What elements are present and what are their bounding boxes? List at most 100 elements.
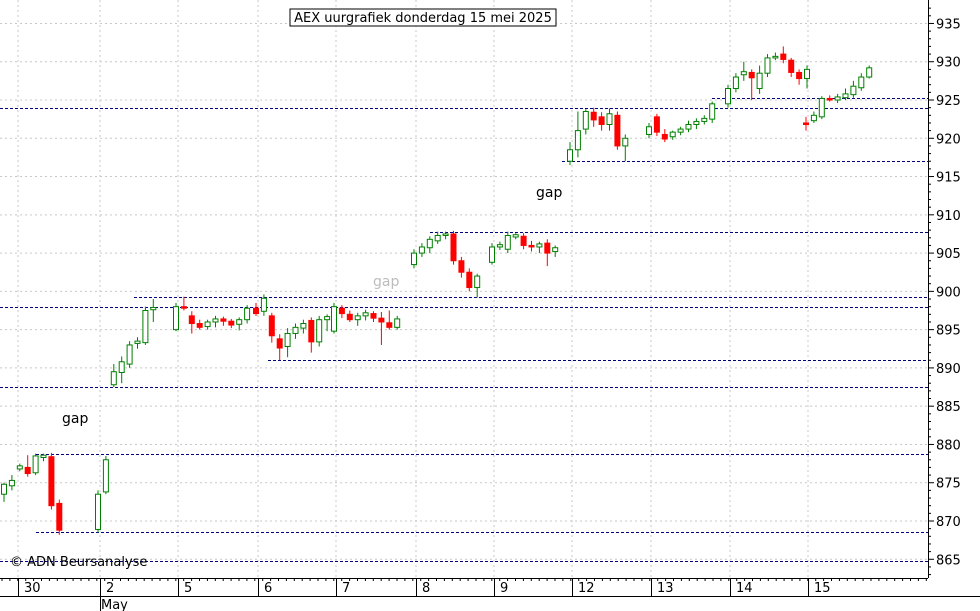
candle-body	[378, 317, 385, 323]
candle	[386, 310, 393, 330]
candle	[110, 364, 117, 388]
candle-body	[489, 246, 495, 263]
candle	[474, 273, 481, 298]
candle-body	[606, 113, 613, 125]
candle-body	[536, 243, 543, 248]
candle	[512, 233, 519, 240]
candle	[788, 57, 795, 78]
candle-body	[693, 120, 700, 125]
candle	[260, 294, 267, 316]
candle	[354, 312, 361, 326]
candle	[450, 230, 457, 265]
candle-body	[496, 244, 503, 248]
candle	[685, 120, 692, 133]
candle	[220, 316, 227, 326]
candle-body	[725, 88, 731, 105]
candle-body	[434, 234, 441, 242]
candle-body	[24, 466, 31, 475]
candle	[338, 305, 345, 319]
candle	[228, 318, 235, 329]
candle	[126, 341, 133, 368]
candle-body	[236, 319, 243, 325]
candle-body	[567, 149, 573, 162]
candle-body	[56, 502, 63, 531]
candle	[489, 243, 495, 265]
candle	[536, 241, 543, 254]
candle-body	[316, 319, 323, 343]
candle	[466, 268, 473, 292]
y-tick-label: 935	[936, 17, 961, 32]
gap-annotation: gap	[62, 411, 88, 427]
candle-body	[646, 126, 652, 135]
candle	[346, 310, 353, 322]
candle-body	[614, 114, 621, 147]
candle-body	[450, 233, 457, 262]
candle	[772, 52, 779, 61]
candle-body	[598, 116, 605, 125]
candle	[826, 95, 833, 102]
candle	[748, 69, 755, 100]
candle-body	[331, 306, 337, 332]
candle	[8, 475, 15, 491]
candle-body	[528, 244, 535, 248]
candle	[850, 80, 857, 98]
candle-body	[866, 67, 873, 78]
candle-body	[268, 315, 275, 337]
candle-body	[858, 76, 865, 89]
candle	[102, 455, 109, 495]
candle	[316, 315, 323, 347]
y-tick-label: 880	[936, 438, 961, 453]
candle	[56, 499, 63, 535]
candle	[331, 302, 337, 334]
candle	[324, 314, 331, 332]
candle	[48, 452, 55, 510]
candle-body	[772, 55, 779, 59]
candle-body	[196, 323, 203, 328]
candle	[653, 113, 660, 136]
candle	[614, 111, 621, 150]
y-tick-label: 885	[936, 400, 961, 415]
candle-body	[622, 137, 629, 147]
candle	[32, 453, 39, 476]
candle	[693, 118, 700, 130]
candle	[622, 134, 629, 162]
y-tick-label: 895	[936, 324, 961, 339]
candle-body	[764, 57, 771, 74]
candle	[803, 116, 809, 131]
candle	[150, 299, 157, 322]
candle-body	[362, 312, 369, 317]
candle	[544, 239, 551, 267]
candle	[434, 231, 441, 244]
level-lines	[0, 98, 928, 562]
candle	[709, 101, 716, 123]
candle-body	[40, 454, 47, 458]
candle-body	[411, 252, 417, 266]
y-tick-label: 915	[936, 171, 961, 186]
x-day-label: 6	[264, 581, 272, 596]
candle	[292, 323, 299, 339]
candle-body	[474, 275, 481, 289]
candle	[442, 231, 449, 240]
candle	[646, 122, 652, 139]
candle-body	[126, 344, 133, 365]
candle-body	[308, 319, 315, 343]
y-tick-label: 875	[936, 477, 961, 492]
chart-title-box: AEX uurgrafiek donderdag 15 mei 2025	[289, 8, 557, 27]
candle-body	[669, 131, 676, 138]
candle	[567, 142, 573, 166]
x-day-label: 9	[500, 581, 508, 596]
candle-body	[788, 59, 795, 73]
candle-body	[574, 130, 581, 151]
y-tick-label: 890	[936, 362, 961, 377]
candle-body	[370, 313, 377, 319]
y-tick-label: 925	[936, 94, 961, 109]
chart-title: AEX uurgrafiek donderdag 15 mei 2025	[294, 11, 552, 26]
candle-body	[709, 103, 716, 120]
candle-body	[810, 114, 817, 122]
candle-body	[300, 323, 307, 329]
candle	[552, 245, 559, 257]
candle-body	[150, 306, 157, 311]
candle	[411, 249, 417, 269]
